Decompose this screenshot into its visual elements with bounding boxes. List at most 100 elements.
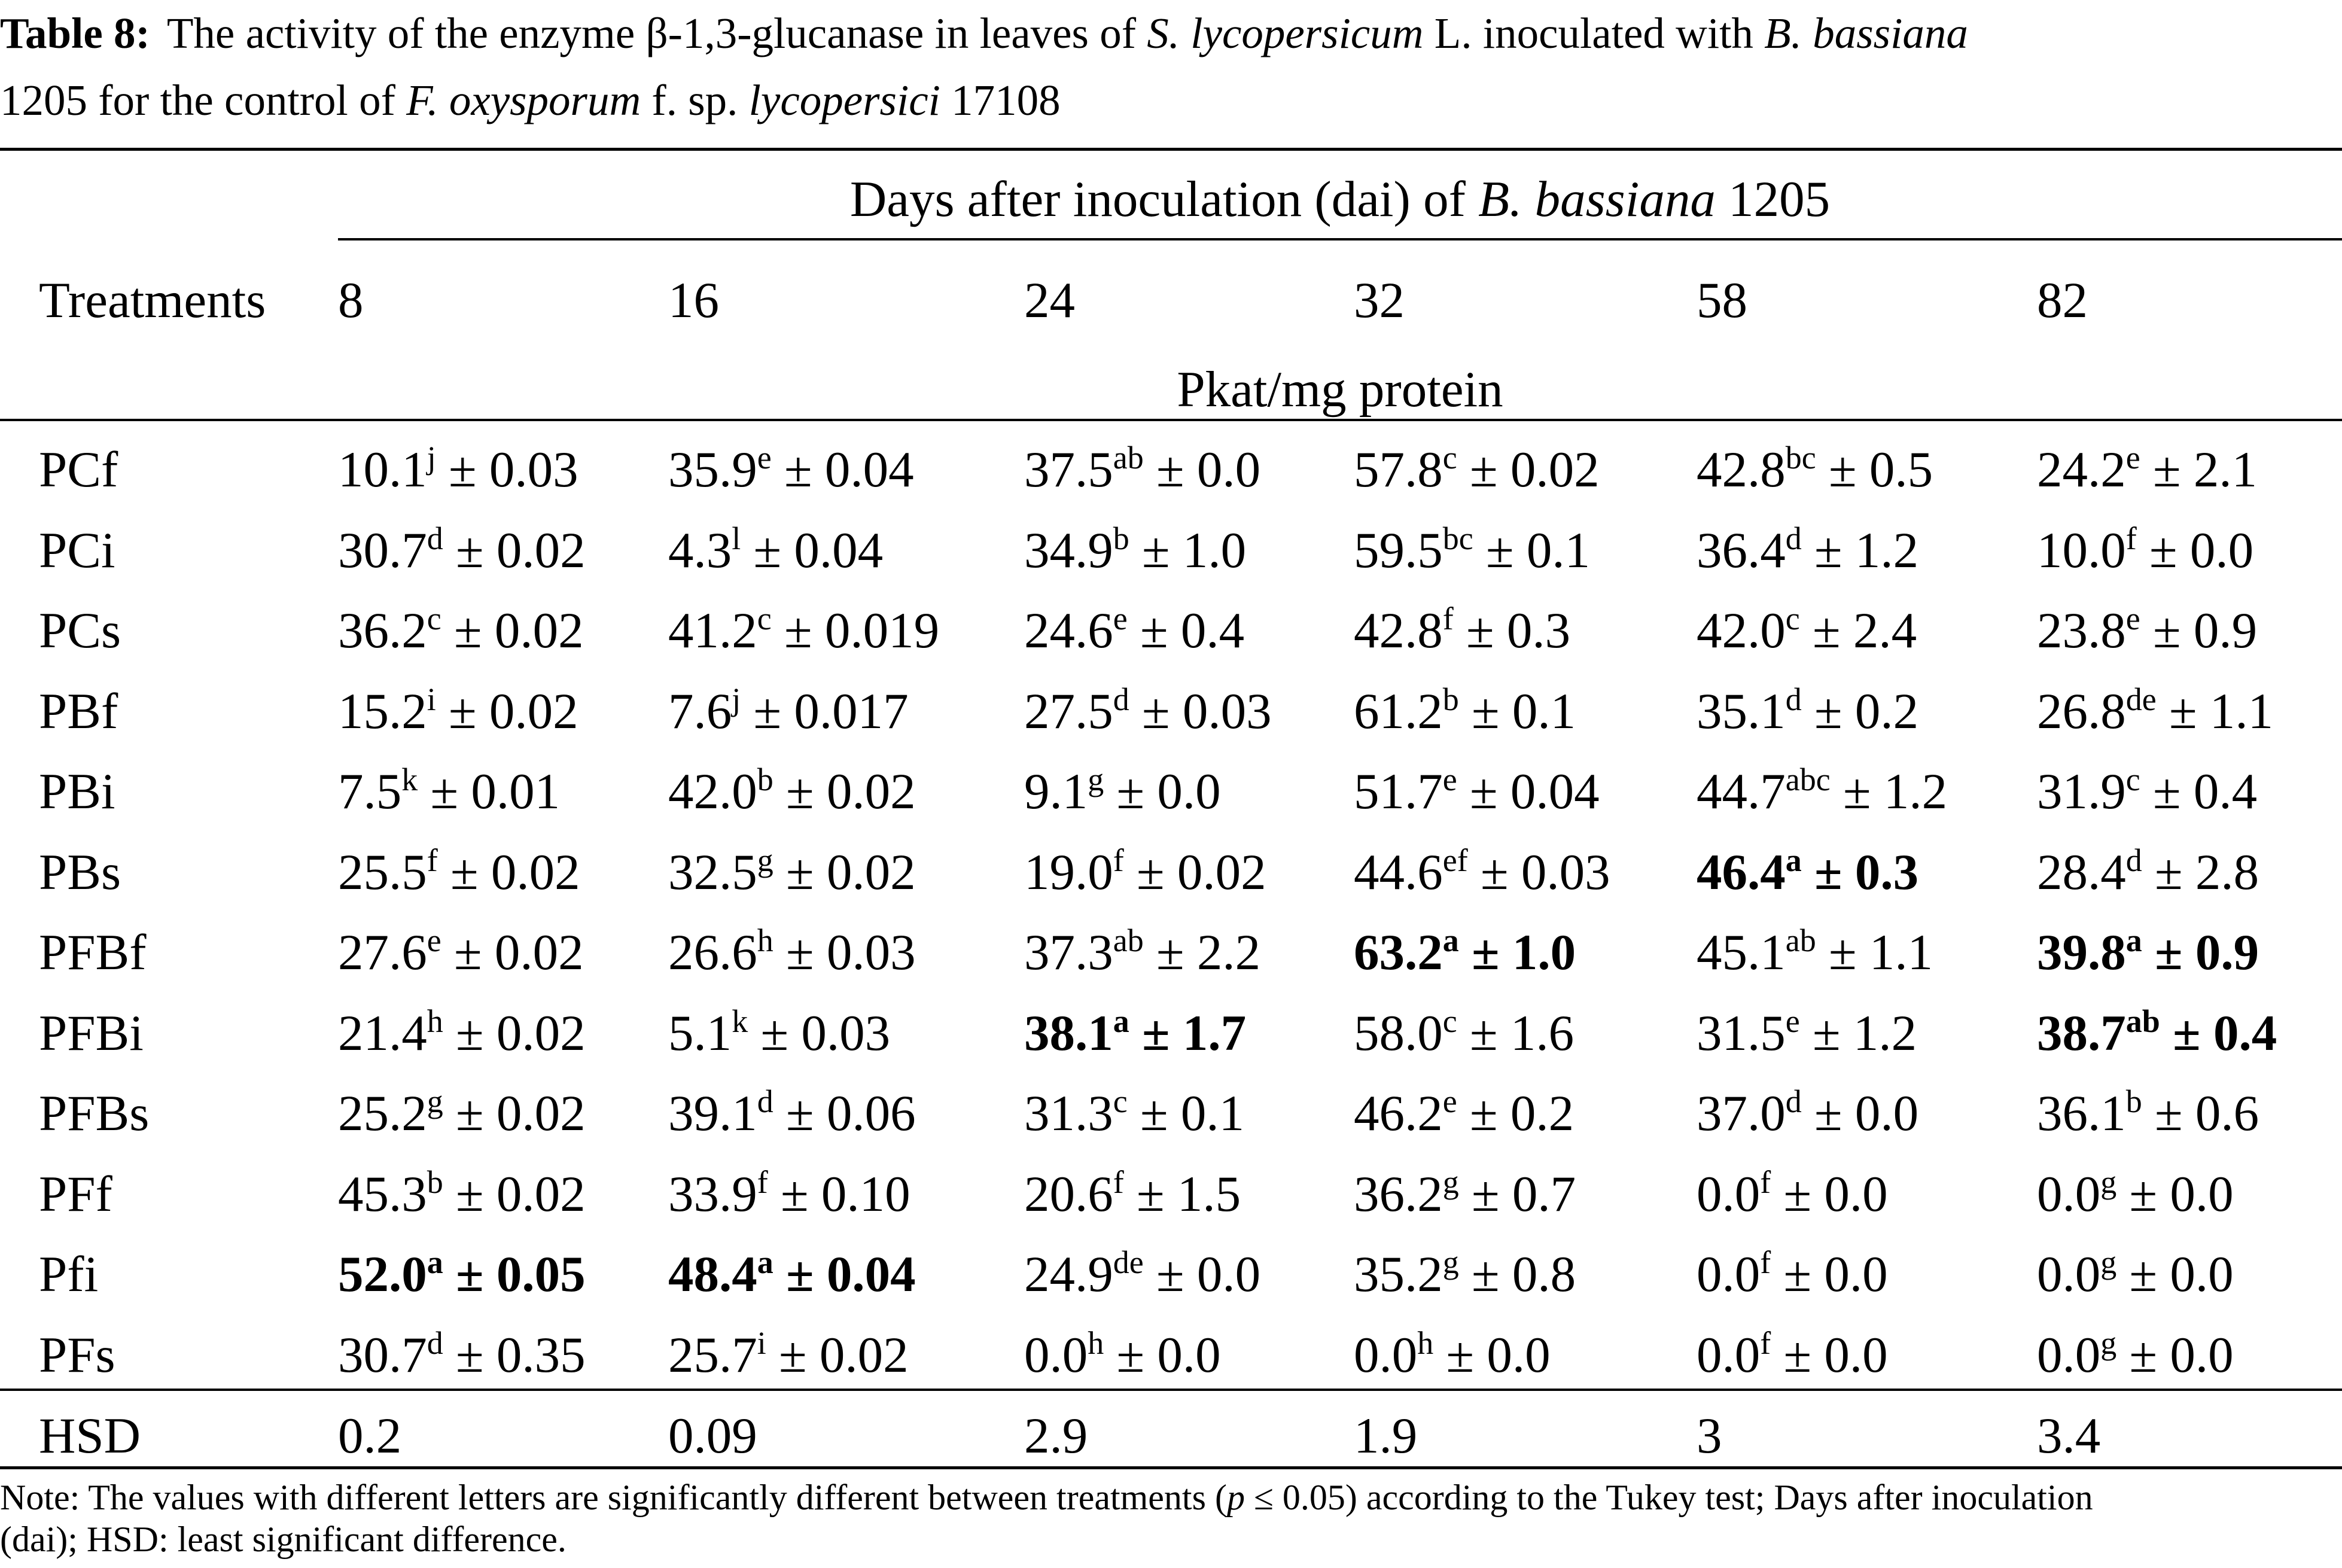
cell-mean: 10.1: [338, 442, 427, 498]
cell-letter: g: [1442, 1164, 1459, 1200]
cell-error: ± 1.2: [1799, 1005, 1917, 1061]
cell-mean: 0.0: [2037, 1246, 2101, 1302]
treatment-name: PFf: [39, 1166, 112, 1222]
table-cell: 35.1d ± 0.2: [1697, 681, 1918, 747]
cell-error: ± 0.02: [443, 522, 586, 579]
cell-mean: 24.6: [1024, 602, 1113, 659]
cell-error: ± 0.0: [1771, 1246, 1888, 1302]
cell-letter: abc: [1785, 762, 1831, 797]
cell-mean: 15.2: [338, 683, 427, 739]
caption-segment: 1205 for the control of: [0, 76, 407, 124]
table-cell: 45.3b ± 0.02: [338, 1164, 586, 1230]
treatment-name: PFs: [39, 1327, 115, 1383]
cell-error: ± 0.02: [443, 1085, 586, 1141]
day-header: 82: [2037, 272, 2088, 328]
table-cell: 42.8f ± 0.3: [1354, 601, 1570, 666]
table-cell: 27.6e ± 0.02: [338, 922, 584, 988]
cell-mean: 46.4: [1697, 844, 1786, 900]
table-cell: 0.0f ± 0.0: [1697, 1164, 1888, 1230]
cell-letter: g: [1442, 1244, 1459, 1280]
cell-mean: 25.7: [668, 1327, 757, 1383]
table-cell: 36.2g ± 0.7: [1354, 1164, 1576, 1230]
cell-letter: j: [427, 440, 436, 476]
table-cell: 61.2b ± 0.1: [1354, 681, 1576, 747]
cell-error: ± 0.04: [773, 1246, 916, 1302]
cell-error: ± 0.02: [773, 844, 916, 900]
table-cell: 30.7d ± 0.02: [338, 520, 586, 586]
cell-mean: 0.0: [1697, 1246, 1761, 1302]
table-cell: 42.8bc ± 0.5: [1697, 440, 1933, 506]
header-rule: [0, 419, 2342, 421]
cell-error: ± 0.5: [1816, 442, 1933, 498]
cell-error: ± 0.02: [1123, 844, 1266, 900]
cell-error: ± 0.02: [435, 683, 578, 739]
cell-mean: 42.8: [1697, 442, 1786, 498]
table-cell: 4.3l ± 0.04: [668, 520, 883, 586]
cell-mean: 26.6: [668, 924, 757, 981]
cell-error: ± 0.6: [2142, 1085, 2259, 1141]
cell-error: ± 0.4: [2160, 1005, 2277, 1061]
cell-mean: 35.2: [1354, 1246, 1443, 1302]
cell-error: ± 0.05: [443, 1246, 586, 1302]
table-cell: 23.8e ± 0.9: [2037, 601, 2257, 666]
cell-error: ± 0.1: [1127, 1085, 1245, 1141]
cell-error: ± 2.2: [1143, 924, 1261, 981]
cell-mean: 30.7: [338, 1327, 427, 1383]
cell-error: ± 1.0: [1129, 522, 1247, 579]
cell-mean: 57.8: [1354, 442, 1443, 498]
note-segment: ≤ 0.05) according to the Tukey test; Day…: [1244, 1478, 2093, 1517]
cell-letter: a: [427, 1244, 443, 1280]
caption-segment: S. lycopersicum: [1147, 9, 1424, 57]
cell-error: ± 0.02: [441, 602, 584, 659]
cell-mean: 35.9: [668, 442, 757, 498]
caption-line-1: Table 8: The activity of the enzyme β-1,3…: [0, 0, 2342, 67]
cell-mean: 61.2: [1354, 683, 1443, 739]
day-header: 32: [1354, 272, 1405, 328]
cell-letter: a: [2125, 922, 2142, 958]
cell-mean: 38.1: [1024, 1005, 1113, 1061]
table-cell: 34.9b ± 1.0: [1024, 520, 1246, 586]
table-cell: 51.7e ± 0.04: [1354, 762, 1600, 827]
note-line-1: Note: The values with different letters …: [0, 1476, 2342, 1518]
cell-error: ± 0.7: [1458, 1166, 1576, 1222]
header-subrule: [338, 238, 2342, 240]
cell-error: ± 0.2: [1457, 1085, 1574, 1141]
cell-error: ± 0.0: [1771, 1166, 1888, 1222]
day-header: 8: [338, 272, 364, 328]
table-cell: 19.0f ± 0.02: [1024, 842, 1266, 908]
cell-mean: 63.2: [1354, 924, 1443, 981]
table-cell: 59.5bc ± 0.1: [1354, 520, 1590, 586]
table-cell: 36.2c ± 0.02: [338, 601, 584, 666]
cell-error: ± 0.02: [773, 763, 916, 820]
cell-mean: 36.2: [338, 602, 427, 659]
cell-error: ± 0.03: [435, 442, 578, 498]
table-cell: 44.7abc ± 1.2: [1697, 762, 1947, 827]
treatment-name: PBf: [39, 683, 118, 739]
treatment-name: PCf: [39, 442, 118, 498]
treatment-name: PFBs: [39, 1085, 150, 1141]
cell-letter: bc: [1785, 440, 1816, 476]
cell-mean: 36.4: [1697, 522, 1786, 579]
table-cell: 46.4a ± 0.3: [1697, 842, 1918, 908]
cell-letter: f: [427, 842, 438, 878]
cell-error: ± 0.02: [443, 1005, 586, 1061]
cell-letter: b: [427, 1164, 443, 1200]
cell-mean: 19.0: [1024, 844, 1113, 900]
hsd-rule: [0, 1389, 2342, 1391]
table-cell: 9.1g ± 0.0: [1024, 762, 1221, 827]
cell-letter: e: [757, 440, 772, 476]
table-cell: 7.6j ± 0.017: [668, 681, 909, 747]
hsd-value: 0.09: [668, 1408, 757, 1464]
table-cell: 44.6ef ± 0.03: [1354, 842, 1610, 908]
table-cell: 41.2c ± 0.019: [668, 601, 939, 666]
cell-error: ± 0.0: [1143, 1246, 1261, 1302]
cell-letter: f: [1113, 842, 1124, 878]
note-segment: (dai); HSD: least significant difference…: [0, 1520, 567, 1559]
cell-mean: 27.6: [338, 924, 427, 981]
cell-letter: bc: [1442, 520, 1473, 556]
cell-letter: ab: [1785, 922, 1816, 958]
treatment-name: PFBi: [39, 1005, 144, 1061]
cell-mean: 25.5: [338, 844, 427, 900]
table-cell: 0.0g ± 0.0: [2037, 1244, 2234, 1310]
cell-mean: 27.5: [1024, 683, 1113, 739]
